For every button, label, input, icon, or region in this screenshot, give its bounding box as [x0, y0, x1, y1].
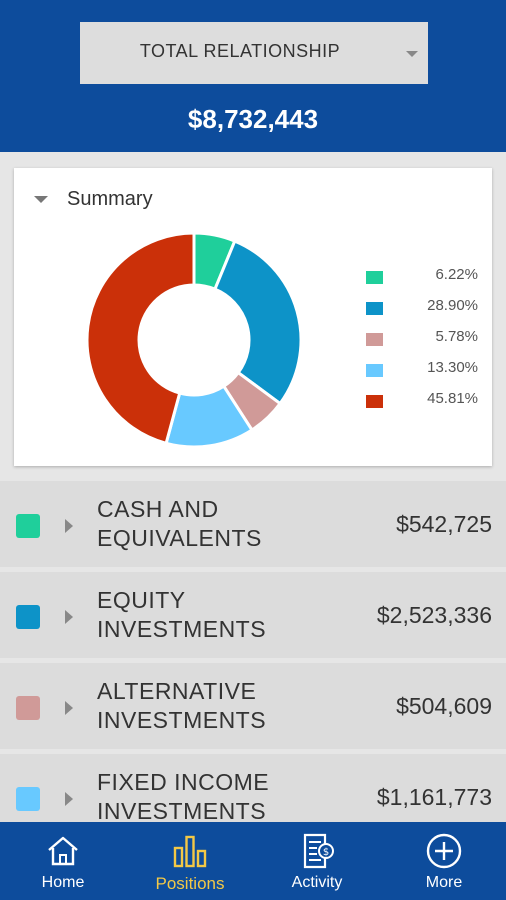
chevron-right-icon[interactable] — [65, 792, 73, 806]
legend-percent: 45.81% — [427, 390, 478, 407]
category-color-swatch — [16, 787, 40, 811]
legend-percent: 13.30% — [427, 359, 478, 376]
legend-percent: 6.22% — [435, 266, 478, 283]
legend-swatch — [366, 333, 383, 346]
category-color-swatch — [16, 696, 40, 720]
nav-positions-label: Positions — [155, 874, 225, 893]
nav-positions[interactable]: Positions — [127, 822, 253, 900]
statement-icon: $ — [303, 833, 334, 869]
nav-home[interactable]: Home — [0, 822, 126, 900]
home-icon — [48, 836, 78, 866]
svg-text:$: $ — [323, 847, 329, 858]
category-color-swatch — [16, 514, 40, 538]
nav-home-label: Home — [41, 874, 85, 891]
position-row-alternative[interactable]: ALTERNATIVE INVESTMENTS $504,609 — [0, 663, 506, 749]
chevron-right-icon[interactable] — [65, 610, 73, 624]
donut-chart — [85, 231, 303, 449]
summary-card: Summary 6.22% 28.90% 5.78% 13.30% 45.81% — [14, 168, 492, 466]
relationship-selector[interactable]: TOTAL RELATIONSHIP — [80, 22, 428, 84]
plus-circle-icon — [426, 833, 462, 869]
total-value: $8,732,443 — [187, 104, 319, 134]
position-name: EQUITY INVESTMENTS — [97, 587, 267, 642]
position-name: ALTERNATIVE INVESTMENTS — [97, 678, 267, 733]
summary-title[interactable]: Summary — [67, 188, 153, 210]
caret-down-icon — [406, 51, 418, 57]
position-value: $2,523,336 — [376, 602, 492, 628]
donut-slice-2 — [212, 239, 303, 406]
header-bar: TOTAL RELATIONSHIP $8,732,443 — [0, 0, 506, 152]
chart-legend: 6.22% 28.90% 5.78% 13.30% 45.81% — [366, 266, 478, 421]
relationship-selector-label: TOTAL RELATIONSHIP — [139, 41, 341, 61]
donut-slice-5 — [85, 231, 196, 446]
nav-more-label: More — [425, 874, 463, 891]
position-value: $542,725 — [396, 511, 492, 537]
position-row-cash[interactable]: CASH AND EQUIVALENTS $542,725 — [0, 481, 506, 567]
legend-swatch — [366, 302, 383, 315]
legend-swatch — [366, 364, 383, 377]
nav-activity-label: Activity — [291, 874, 343, 891]
legend-entry-5: 45.81% — [366, 390, 478, 421]
collapse-caret-icon[interactable] — [34, 196, 48, 203]
nav-more[interactable]: More — [381, 822, 506, 900]
legend-percent: 5.78% — [435, 328, 478, 345]
chevron-right-icon[interactable] — [65, 519, 73, 533]
legend-entry-3: 5.78% — [366, 328, 478, 359]
legend-percent: 28.90% — [427, 297, 478, 314]
position-row-equity[interactable]: EQUITY INVESTMENTS $2,523,336 — [0, 572, 506, 658]
chevron-right-icon[interactable] — [65, 701, 73, 715]
legend-swatch — [366, 271, 383, 284]
position-name: CASH AND EQUIVALENTS — [97, 496, 262, 551]
position-value: $504,609 — [396, 693, 492, 719]
bar-chart-icon — [173, 835, 207, 868]
nav-activity[interactable]: $ Activity — [254, 822, 380, 900]
category-color-swatch — [16, 605, 40, 629]
legend-swatch — [366, 395, 383, 408]
legend-entry-4: 13.30% — [366, 359, 478, 390]
legend-entry-2: 28.90% — [366, 297, 478, 328]
position-value: $1,161,773 — [376, 784, 492, 810]
legend-entry-1: 6.22% — [366, 266, 478, 297]
bottom-nav: Home Positions $ Activity More — [0, 822, 506, 900]
position-name: FIXED INCOME INVESTMENTS — [97, 769, 270, 824]
